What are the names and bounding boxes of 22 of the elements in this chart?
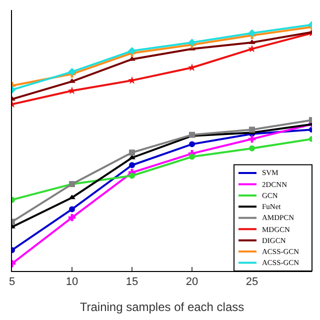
point [129,150,135,156]
x-tick-label: 5 [8,276,16,288]
point [128,56,136,61]
point [249,145,255,152]
point [189,141,195,148]
x-tick-label: 15 [126,276,138,288]
point [248,29,256,38]
x-axis-title: Training samples of each class [80,300,244,314]
point [128,46,136,55]
point [68,68,76,76]
point [188,38,196,46]
x-tick-label: 20 [186,276,198,288]
point [189,154,195,160]
point [68,214,76,222]
point [68,194,76,200]
x-tick-label: 25 [246,276,258,288]
point [129,172,135,179]
point [68,78,76,83]
point [249,126,255,133]
point [129,162,135,168]
point [69,206,75,212]
x-tick-label: 10 [66,276,78,288]
